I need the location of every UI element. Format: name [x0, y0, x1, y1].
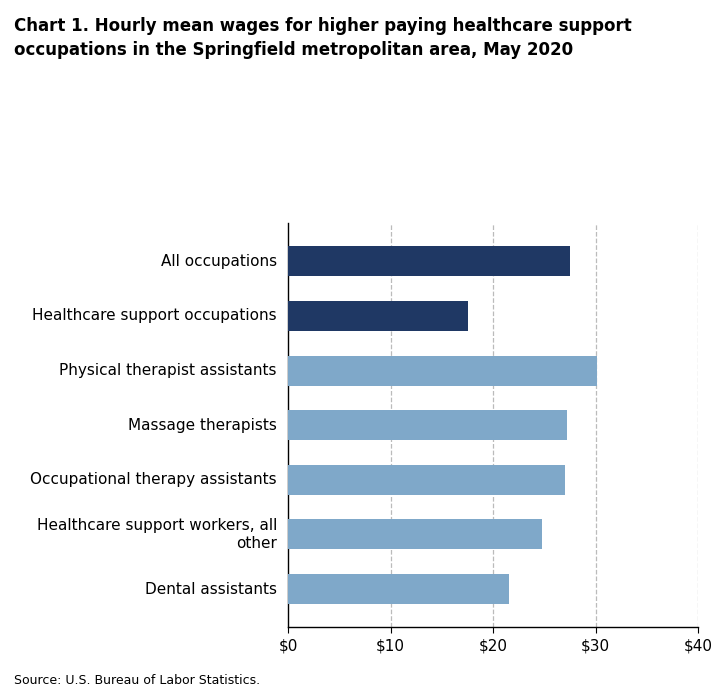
Text: Source: U.S. Bureau of Labor Statistics.: Source: U.S. Bureau of Labor Statistics. [14, 673, 261, 687]
Bar [288, 465, 565, 495]
Bar [288, 355, 597, 385]
Bar [288, 519, 542, 549]
Bar [288, 574, 508, 604]
Bar [288, 410, 567, 441]
Bar [288, 246, 570, 276]
Text: Chart 1. Hourly mean wages for higher paying healthcare support
occupations in t: Chart 1. Hourly mean wages for higher pa… [14, 17, 632, 59]
Bar [288, 301, 467, 331]
